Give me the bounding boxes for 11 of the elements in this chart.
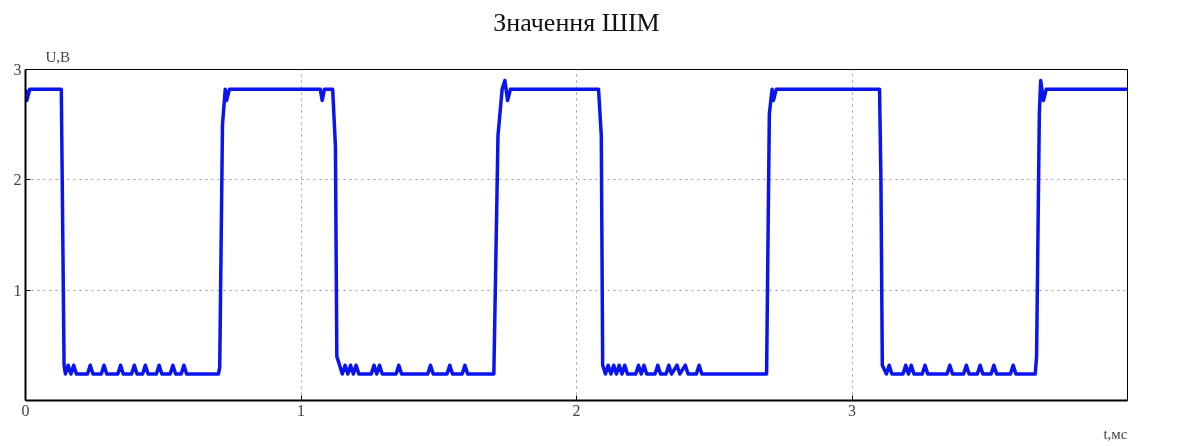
x-tick-label: 2 bbox=[572, 401, 581, 419]
line-series bbox=[25, 78, 1128, 376]
y-tick-label: 2 bbox=[13, 171, 22, 189]
x-axis-title: t,мс bbox=[1103, 425, 1128, 442]
chart-title: Значення ШІМ bbox=[493, 7, 660, 37]
x-tick-label: 1 bbox=[297, 401, 305, 419]
x-tick-label: 3 bbox=[848, 401, 856, 419]
x-tick-label: 0 bbox=[21, 401, 30, 419]
y-tick-label: 1 bbox=[13, 281, 22, 299]
y-tick-label: 3 bbox=[13, 61, 22, 78]
y-axis-title: U,В bbox=[45, 48, 71, 65]
